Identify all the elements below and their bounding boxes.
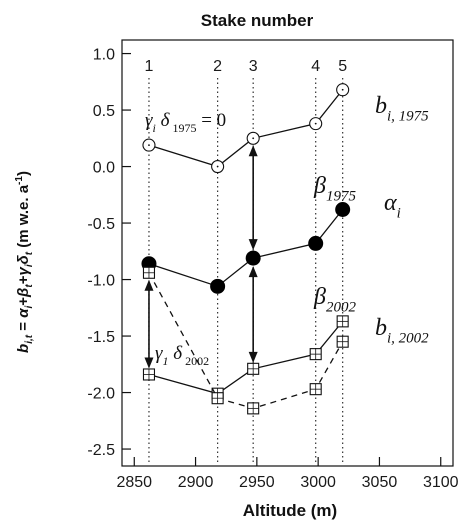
- beta-1975-arrow-head-bottom: [248, 239, 258, 251]
- x-axis-title: Altitude (m): [243, 501, 337, 520]
- beta-1975-label: β1975: [313, 173, 356, 205]
- beta-1975-arrow-head-top: [248, 145, 258, 157]
- top-axis-title: Stake number: [201, 11, 314, 30]
- x-tick-label: 2900: [178, 474, 214, 491]
- y-tick-label: -2.5: [87, 442, 115, 459]
- stake-number-label: 5: [338, 58, 347, 75]
- x-tick-label: 2950: [239, 474, 275, 491]
- x-tick-label: 3050: [362, 474, 398, 491]
- filled-circle-point: [335, 201, 351, 217]
- y-tick-label: -0.5: [87, 216, 115, 233]
- stake-number-label: 1: [145, 58, 154, 75]
- y-tick-label: -1.0: [87, 273, 115, 290]
- arrow-layer: [144, 145, 258, 369]
- y-tick-label: -1.5: [87, 329, 115, 346]
- x-tick-label: 3000: [300, 474, 336, 491]
- stake-number-label: 4: [311, 58, 320, 75]
- beta-2002-arrow-head-bottom: [248, 351, 258, 363]
- b-1975-label: bi, 1975: [375, 93, 429, 125]
- stake-number-label: 2: [213, 58, 222, 75]
- open-circle-center: [216, 165, 219, 168]
- open-circle-center: [341, 88, 344, 91]
- gamma-delta-2002-arrow-head-top: [144, 279, 154, 291]
- alpha-label: αi: [384, 190, 401, 222]
- beta-2002-arrow-head-top: [248, 266, 258, 278]
- y-tick-label: 0.0: [93, 160, 115, 177]
- stake-number-label: 3: [249, 58, 258, 75]
- open-circle-center: [314, 122, 317, 125]
- open-circle-center: [252, 137, 255, 140]
- x-tick-label: 3100: [423, 474, 459, 491]
- y-tick-label: 0.5: [93, 103, 115, 120]
- series-layer: [141, 83, 351, 415]
- x-tick-label: 2850: [116, 474, 152, 491]
- annotations: γi δ 1975 = 0 bi, 1975 β1975 αi β2002 bi, 200…: [145, 93, 429, 368]
- filled-circle-point: [245, 250, 261, 266]
- gamma-delta-2002-label: γ1 δ 2002: [155, 343, 209, 368]
- gamma-delta-1975-label: γi δ 1975 = 0: [145, 110, 226, 135]
- y-tick-label: -2.0: [87, 386, 115, 403]
- beta-2002-label: β2002: [313, 284, 356, 316]
- filled-circle-point: [308, 235, 324, 251]
- gamma-delta-2002-arrow-head-bottom: [144, 357, 154, 369]
- y-axis-title-group: bi,t = αi+βt+γiδt (m w.e. a-1): [14, 171, 35, 353]
- plot-frame: [121, 39, 454, 467]
- filled-circle-point: [210, 278, 226, 294]
- b-2002-label: bi, 2002: [375, 315, 429, 347]
- y-axis-title: bi,t = αi+βt+γiδt (m w.e. a-1): [14, 171, 35, 353]
- y-axis-ticks: 1.0 0.5 0.0 -0.5 -1.0 -1.5 -2.0 -2.5: [87, 47, 131, 459]
- open-circle-center: [148, 144, 150, 146]
- y-tick-label: 1.0: [93, 47, 115, 64]
- x-axis-ticks: 2850 2900 2950 3000 3050 3100: [116, 457, 459, 491]
